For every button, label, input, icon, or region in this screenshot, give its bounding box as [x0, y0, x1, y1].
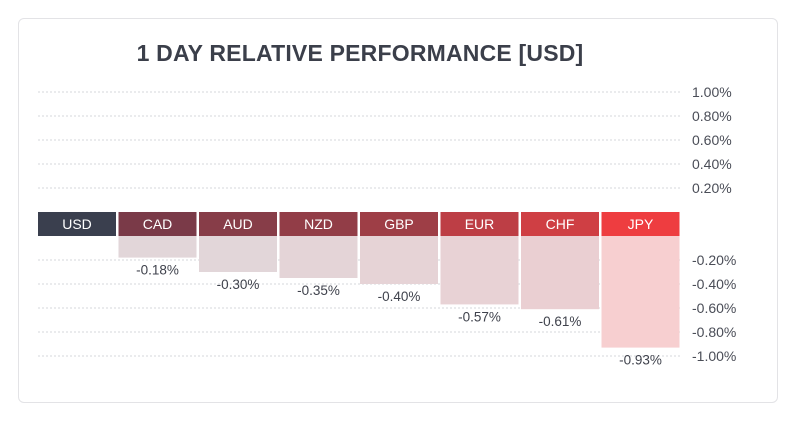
category-band-eur — [440, 212, 519, 236]
category-label-cad: CAD — [143, 216, 173, 232]
category-band-gbp — [360, 212, 438, 236]
value-label-cad: -0.18% — [136, 263, 179, 278]
bar-gbp — [360, 236, 438, 284]
category-label-chf: CHF — [546, 216, 575, 232]
category-label-eur: EUR — [465, 216, 495, 232]
value-label-eur: -0.57% — [458, 309, 501, 324]
category-label-aud: AUD — [223, 216, 253, 232]
y-tick-label: 0.60% — [692, 132, 732, 148]
category-band-aud — [199, 212, 277, 236]
bar-chf — [521, 236, 599, 310]
value-label-nzd: -0.35% — [297, 283, 340, 298]
bar-cad — [118, 236, 197, 258]
y-tick-label: -0.60% — [692, 300, 736, 316]
value-label-chf: -0.61% — [539, 314, 582, 329]
category-label-usd: USD — [62, 216, 92, 232]
category-label-nzd: NZD — [304, 216, 333, 232]
y-tick-label: 0.40% — [692, 156, 732, 172]
value-label-gbp: -0.40% — [378, 289, 421, 304]
y-tick-label: 1.00% — [692, 84, 732, 100]
category-band-nzd — [279, 212, 358, 236]
category-band-chf — [521, 212, 599, 236]
category-band-jpy — [601, 212, 680, 236]
category-label-jpy: JPY — [628, 216, 654, 232]
bar-jpy — [601, 236, 680, 348]
value-label-aud: -0.30% — [217, 277, 260, 292]
y-tick-label: -0.80% — [692, 324, 736, 340]
category-label-gbp: GBP — [384, 216, 414, 232]
bar-eur — [440, 236, 519, 305]
bar-aud — [199, 236, 277, 272]
y-tick-label: 0.20% — [692, 180, 732, 196]
bar-nzd — [279, 236, 358, 278]
y-tick-label: -0.20% — [692, 252, 736, 268]
category-band-cad — [118, 212, 197, 236]
value-label-jpy: -0.93% — [619, 353, 662, 368]
y-tick-label: -1.00% — [692, 348, 736, 364]
y-tick-label: -0.40% — [692, 276, 736, 292]
chart-title: 1 DAY RELATIVE PERFORMANCE [USD] — [136, 40, 584, 66]
y-tick-label: 0.80% — [692, 108, 732, 124]
category-band-usd — [38, 212, 116, 236]
